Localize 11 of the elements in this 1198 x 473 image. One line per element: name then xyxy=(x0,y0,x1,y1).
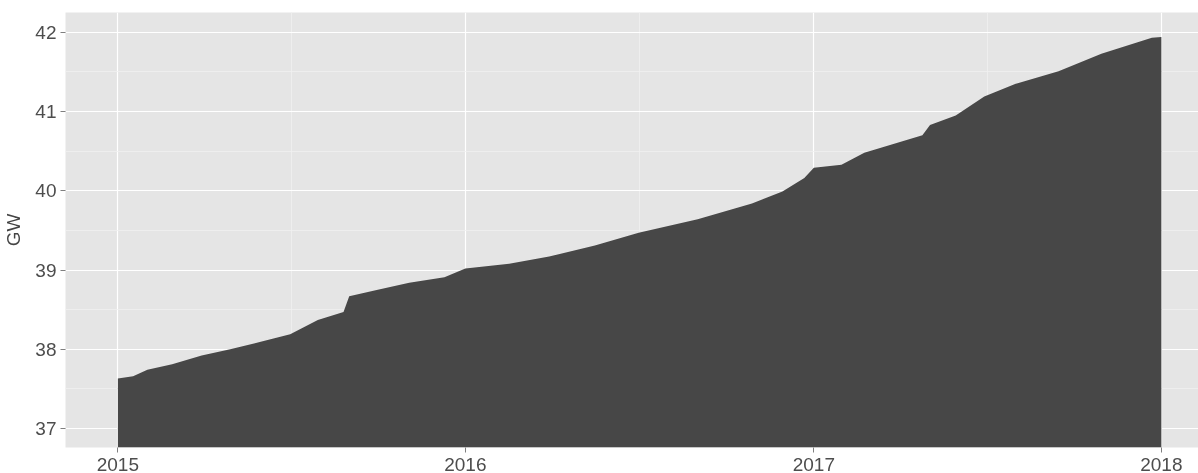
x-tick-label: 2016 xyxy=(444,453,487,473)
y-tick-label: 40 xyxy=(35,180,57,202)
y-tick-label: 39 xyxy=(35,259,57,281)
y-axis-title: GW xyxy=(3,213,25,247)
y-tick-label: 38 xyxy=(35,338,57,360)
y-tick-label: 42 xyxy=(35,21,57,43)
y-tick-label: 37 xyxy=(35,417,57,439)
x-tick-label: 2017 xyxy=(792,453,835,473)
y-tick-label: 41 xyxy=(35,101,57,123)
x-tick-label: 2018 xyxy=(1140,453,1183,473)
x-tick-label: 2015 xyxy=(96,453,140,473)
